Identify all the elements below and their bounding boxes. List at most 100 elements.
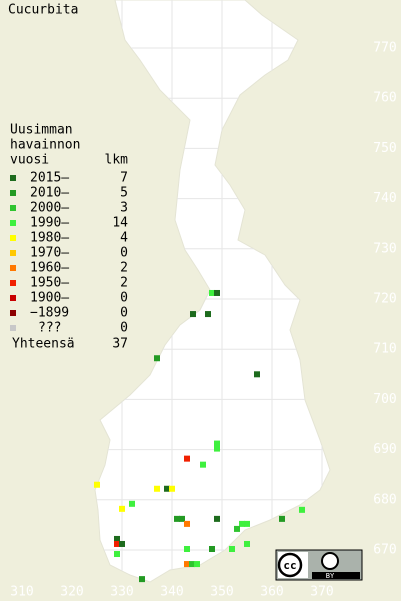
observation (119, 505, 125, 512)
observation (164, 485, 170, 492)
observation (114, 540, 120, 547)
legend-swatch (10, 265, 16, 271)
observation (184, 545, 190, 552)
by-icon (321, 552, 339, 570)
legend-label: ??? (38, 321, 61, 336)
legend-label: 1900– (30, 291, 69, 306)
y-label: 700 (373, 392, 396, 407)
observation (244, 540, 250, 547)
observation (279, 515, 285, 522)
legend-count: 3 (120, 201, 128, 216)
observation (234, 525, 240, 532)
observation (209, 545, 215, 552)
total: 37 (112, 337, 128, 352)
observation (299, 506, 305, 513)
observation (154, 355, 160, 362)
y-label: 770 (373, 41, 396, 56)
legend-label: 2015– (30, 171, 69, 186)
legend-swatch (10, 280, 16, 286)
x-label: 320 (60, 585, 83, 600)
observation (194, 561, 200, 568)
cc-text: cc (283, 559, 296, 572)
observation (179, 515, 185, 522)
observation (174, 515, 180, 522)
legend-header: lkm (105, 153, 129, 168)
y-label: 750 (373, 141, 396, 156)
y-label: 710 (373, 342, 396, 357)
observation (209, 289, 215, 296)
x-label: 370 (310, 585, 333, 600)
x-label: 340 (160, 585, 183, 600)
legend-swatch (10, 220, 16, 226)
observation (184, 520, 190, 527)
axis-labels: 310 320 330 340 350 360 3706706806907007107207… (10, 41, 396, 600)
cc-icon (277, 552, 303, 578)
title: Cucurbita (8, 3, 78, 18)
legend-swatch (10, 250, 16, 256)
observation (184, 455, 190, 462)
observation (169, 485, 175, 492)
legend-swatch (10, 310, 16, 316)
legend-count: 0 (120, 291, 128, 306)
legend-count: 2 (120, 261, 128, 276)
legend-label: 2010– (30, 186, 69, 201)
legend-header: vuosi (10, 153, 49, 168)
x-label: 310 (10, 585, 33, 600)
legend-count: 0 (120, 246, 128, 261)
legend-count: 5 (120, 186, 128, 201)
legend-header: havainnon (10, 138, 80, 153)
y-label: 730 (373, 241, 396, 256)
y-label: 680 (373, 492, 396, 507)
legend-label: 2000– (30, 201, 69, 216)
observation (214, 289, 220, 296)
observation (139, 576, 145, 583)
observation (200, 461, 206, 468)
legend-swatch (10, 235, 16, 241)
x-label: 350 (210, 585, 233, 600)
legend-swatch (10, 205, 16, 211)
observation (184, 561, 190, 568)
y-label: 720 (373, 292, 396, 307)
y-label: 670 (373, 543, 396, 558)
legend-count: 7 (120, 171, 128, 186)
legend-label: 1960– (30, 261, 69, 276)
license-badge: cc BY (275, 549, 363, 581)
legend-label: 1950– (30, 276, 69, 291)
observation (94, 481, 100, 488)
legend-count: 0 (120, 306, 128, 321)
observation (214, 440, 220, 447)
observation (189, 561, 195, 568)
y-label: 690 (373, 442, 396, 457)
observation (119, 540, 125, 547)
legend-label: 1970– (30, 246, 69, 261)
legend-count: 2 (120, 276, 128, 291)
legend-swatch (10, 295, 16, 301)
observation (244, 520, 250, 527)
y-label: 740 (373, 191, 396, 206)
observation (190, 311, 196, 318)
y-label: 760 (373, 91, 396, 106)
observation (154, 485, 160, 492)
legend-header: Uusimman (10, 123, 73, 138)
legend-label: −1899 (30, 306, 69, 321)
observation (214, 445, 220, 452)
x-label: 330 (110, 585, 133, 600)
observation (114, 535, 120, 542)
legend-label: 1980– (30, 231, 69, 246)
observation (114, 551, 120, 558)
observations (94, 289, 305, 583)
legend: Uusimman havainnon vuosi lkm Yhteensä 37… (10, 123, 128, 352)
observation (129, 500, 135, 507)
by-text: BY (326, 572, 335, 580)
legend-swatch (10, 325, 16, 331)
by-bar (312, 572, 360, 579)
legend-label: 1990– (30, 216, 69, 231)
observation (239, 520, 245, 527)
observation (229, 545, 235, 552)
x-label: 360 (260, 585, 283, 600)
total-label: Yhteensä (12, 337, 75, 352)
observation (205, 311, 211, 318)
legend-count: 14 (112, 216, 128, 231)
observation (214, 515, 220, 522)
